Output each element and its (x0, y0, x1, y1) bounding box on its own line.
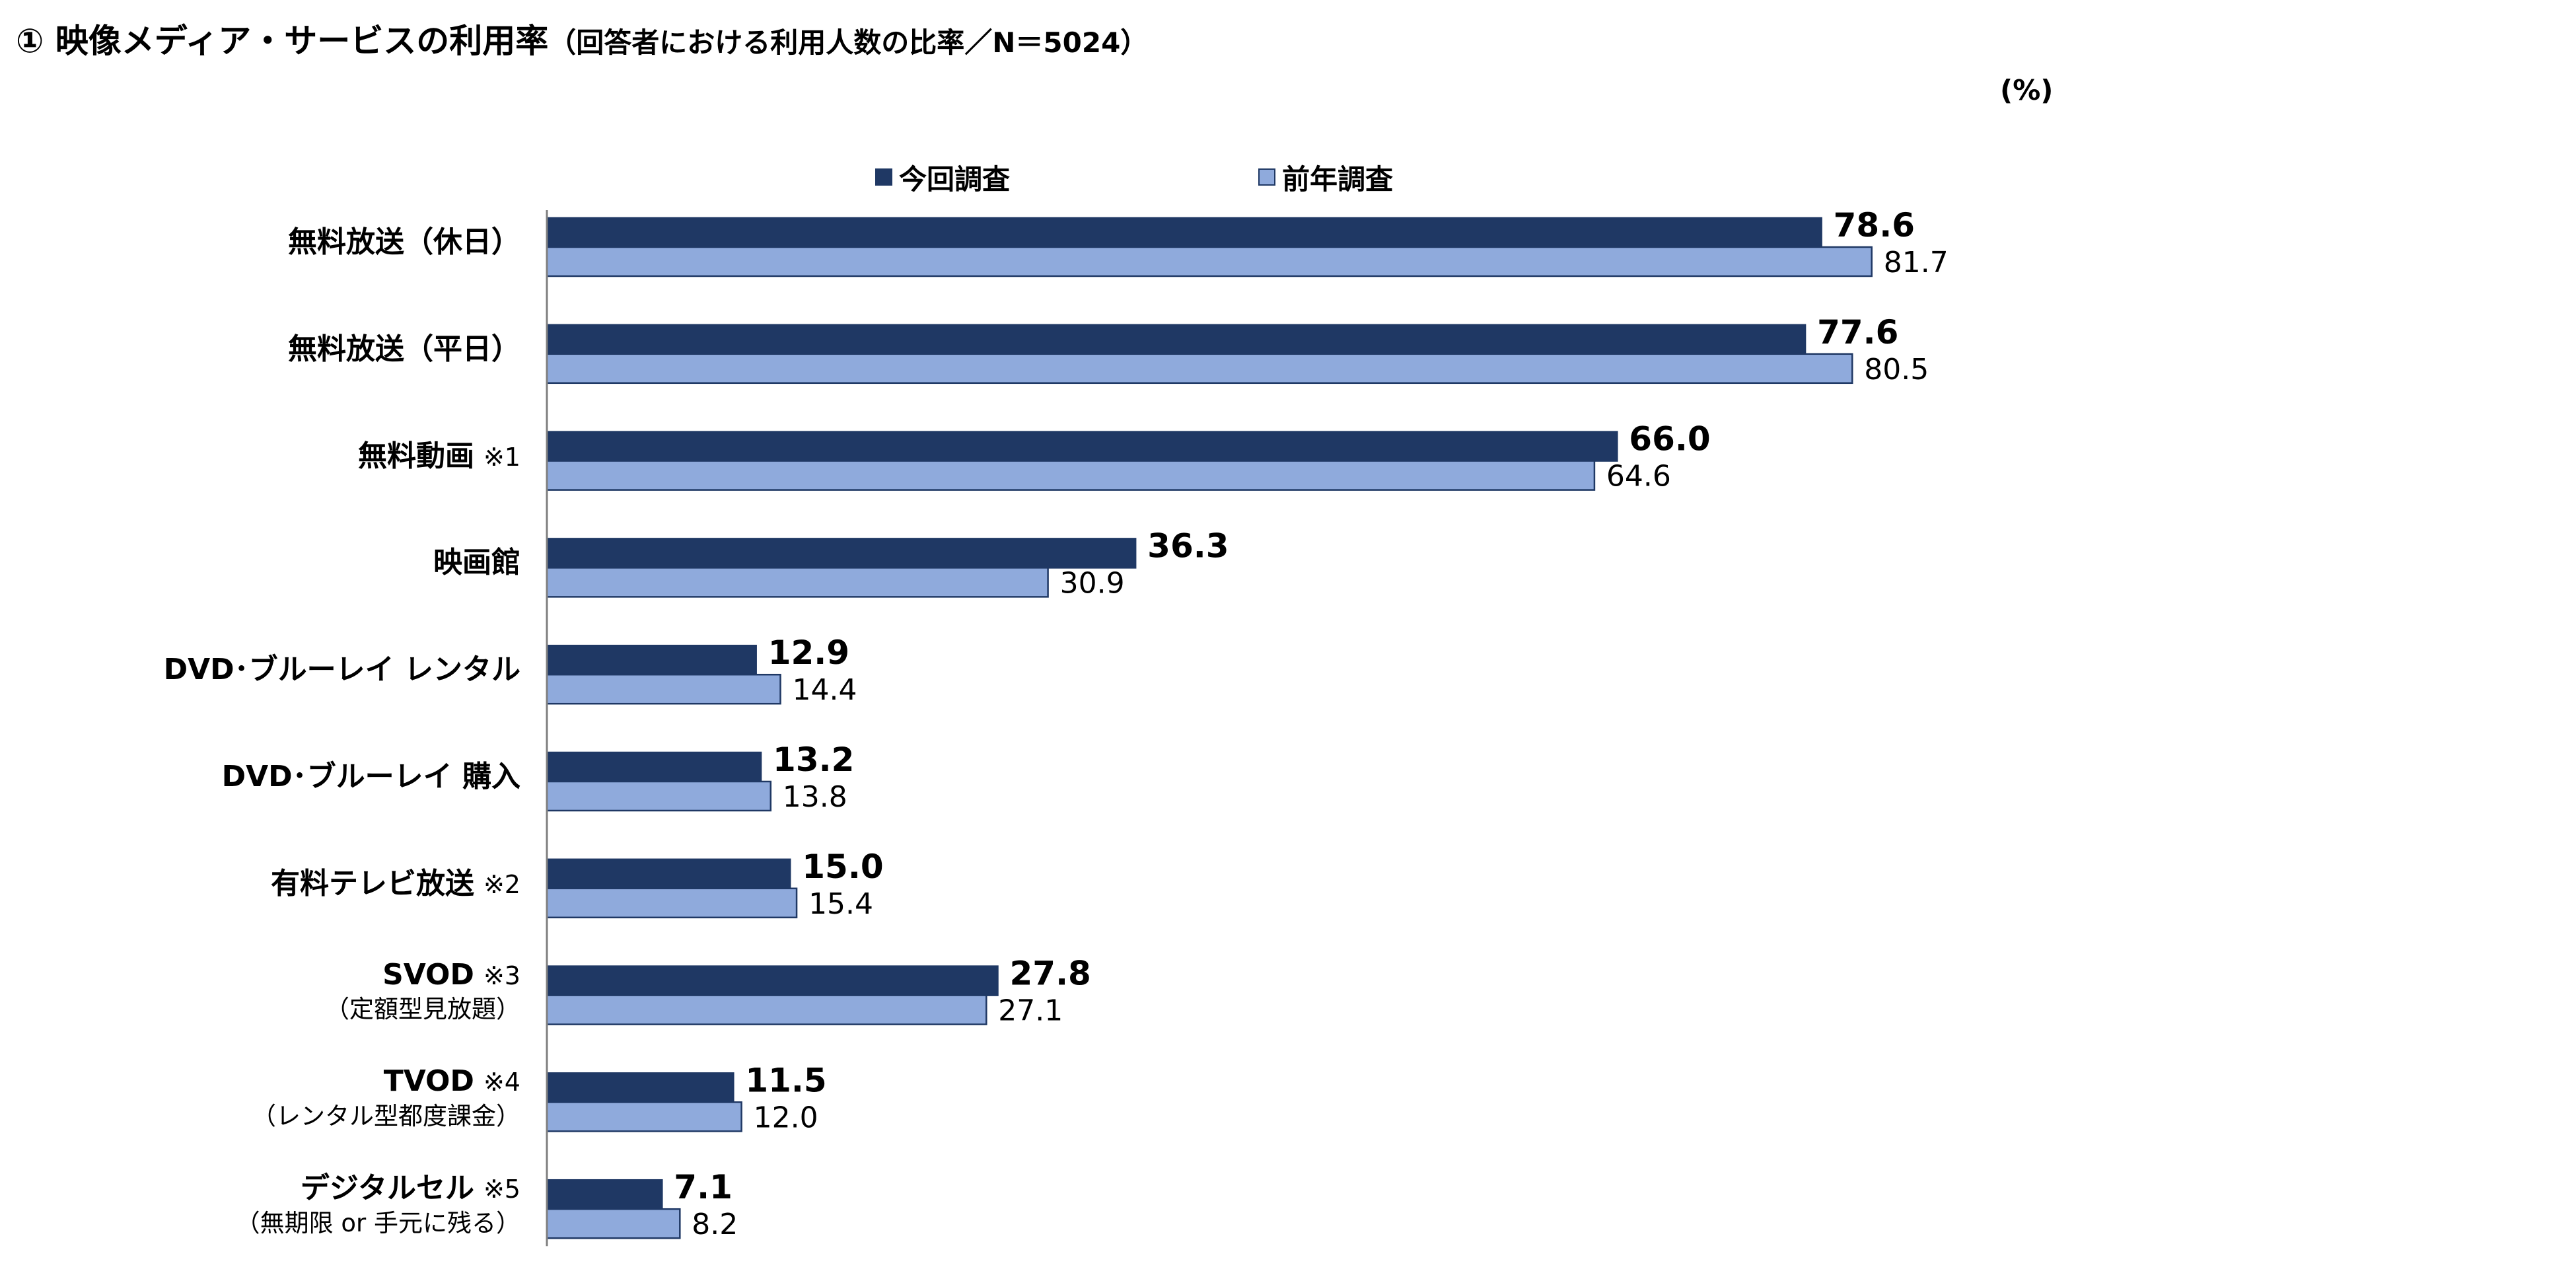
category-name: 有料テレビ放送 (270, 866, 474, 900)
data-label-previous: 64.6 (1606, 460, 1671, 493)
category-label: デジタルセル ※5 （無期限 or 手元に残る） (235, 1171, 520, 1237)
data-label-current: 12.9 (768, 634, 849, 672)
legend-swatch-current (875, 168, 892, 186)
data-label-previous: 81.7 (1884, 246, 1949, 279)
bar-group: 13.213.8 (546, 741, 854, 814)
bar-previous (546, 780, 772, 812)
bar-group: 66.064.6 (546, 420, 1711, 493)
bar-current (546, 431, 1618, 462)
data-label-current: 11.5 (745, 1061, 826, 1099)
category-description: （レンタル型都度課金） (252, 1101, 520, 1130)
category-label: 映画館 (433, 546, 520, 580)
category-footnote-mark: ※2 (483, 869, 520, 899)
category-name: SVOD (382, 957, 474, 992)
legend-swatch-previous (1258, 168, 1275, 186)
bar-current (546, 1072, 734, 1103)
category-label: 無料放送（休日） (288, 225, 520, 260)
bar-previous (546, 353, 1853, 384)
bar-group: 11.512.0 (546, 1061, 827, 1134)
bar-previous (546, 1101, 742, 1132)
category-name: 無料放送（平日） (288, 332, 520, 366)
data-label-previous: 12.0 (754, 1101, 818, 1134)
category-label: TVOD ※4 （レンタル型都度課金） (252, 1065, 520, 1130)
category-label: SVOD ※3 （定額型見放題） (325, 957, 520, 1024)
bar-current (546, 965, 999, 996)
category-label: 無料動画 ※1 (357, 439, 520, 474)
data-label-current: 78.6 (1834, 206, 1915, 244)
bar-current (546, 217, 1822, 248)
bar-previous (546, 460, 1596, 491)
category-label: 無料放送（平日） (288, 332, 520, 367)
data-label-current: 7.1 (674, 1168, 733, 1206)
data-label-previous: 13.8 (783, 780, 847, 814)
data-label-current: 77.6 (1817, 313, 1898, 351)
category-footnote-mark: ※4 (483, 1068, 520, 1097)
category-name: デジタルセル (300, 1171, 474, 1206)
data-label-previous: 14.4 (793, 673, 857, 707)
bar-group: 27.827.1 (546, 955, 1091, 1028)
category-name: DVD･ブルーレイ 購入 (221, 760, 520, 793)
category-label: DVD･ブルーレイ 購入 (222, 760, 520, 794)
legend-item-current: 今回調査 (875, 157, 1010, 197)
chart-subtitle: （回答者における利用人数の比率／N＝5024） (548, 26, 1149, 59)
category-name: 映画館 (433, 546, 520, 580)
legend-item-previous: 前年調査 (1258, 157, 1393, 197)
bar-group: 12.914.4 (546, 634, 857, 707)
category-label: 有料テレビ放送 ※2 (271, 867, 520, 901)
data-label-previous: 8.2 (692, 1208, 738, 1241)
bar-previous (546, 887, 798, 919)
chart-title: ① 映像メディア・サービスの利用率 (16, 22, 549, 60)
unit-label: (%) (2000, 74, 2054, 106)
category-name: TVOD (383, 1064, 474, 1099)
bar-group: 36.3 30.9 (546, 527, 1229, 600)
bar-current (546, 858, 791, 890)
data-label-current: 27.8 (1009, 955, 1091, 993)
data-label-current: 36.3 (1147, 527, 1229, 565)
bar-group: 77.680.5 (546, 313, 1929, 386)
category-label: DVD･ブルーレイ レンタル (164, 653, 520, 687)
bar-previous (546, 1208, 681, 1239)
bar-group: 78.681.7 (546, 206, 1949, 279)
data-label-previous: 27.1 (998, 994, 1063, 1028)
bar-group: 15.015.4 (546, 848, 884, 921)
data-label-previous: 30.9 (1060, 566, 1125, 600)
bar-current (546, 1179, 663, 1210)
data-label-current: 66.0 (1629, 420, 1710, 458)
legend-label-previous: 前年調査 (1282, 163, 1394, 196)
bar-previous (546, 994, 987, 1025)
data-label-current: 13.2 (773, 741, 854, 779)
bar-current (546, 324, 1807, 355)
category-description: （定額型見放題） (325, 995, 520, 1024)
data-label-previous: 80.5 (1864, 353, 1929, 386)
data-label-current: 15.0 (802, 848, 883, 886)
bar-group: 7.18.2 (546, 1168, 738, 1241)
page-title: ① 映像メディア・サービスの利用率 （回答者における利用人数の比率／N＝5024… (16, 15, 1148, 67)
bar-previous (546, 673, 781, 705)
category-footnote-mark: ※5 (483, 1175, 520, 1204)
category-name: DVD･ブルーレイ レンタル (163, 653, 520, 687)
bar-previous (546, 246, 1873, 277)
category-name: 無料放送（休日） (288, 225, 520, 259)
bar-current (546, 538, 1137, 569)
category-description: （無期限 or 手元に残る） (235, 1208, 520, 1237)
data-label-previous: 15.4 (808, 887, 873, 921)
legend-label-current: 今回調査 (899, 163, 1011, 196)
bar-previous (546, 567, 1049, 598)
bar-current (546, 751, 762, 783)
category-footnote-mark: ※1 (483, 442, 520, 472)
category-name: 無料動画 (357, 439, 474, 473)
category-footnote-mark: ※3 (483, 961, 520, 990)
bar-current (546, 644, 757, 676)
